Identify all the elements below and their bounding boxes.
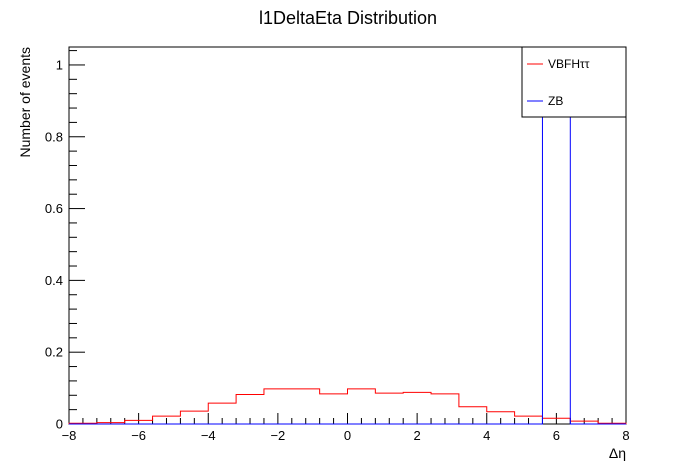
y-tick-label: 1 <box>56 57 63 72</box>
y-tick-label: 0 <box>56 417 63 432</box>
legend: VBFHττ ZB <box>521 46 627 118</box>
legend-label: ZB <box>548 94 563 108</box>
y-tick-label: 0.2 <box>45 345 63 360</box>
x-tick-label: −4 <box>201 428 216 443</box>
x-tick-labels: −8 −6 −4 −2 0 2 4 6 8 <box>62 428 630 443</box>
histogram-series <box>68 64 627 425</box>
legend-box <box>521 46 627 118</box>
y-tick-label: 0.6 <box>45 201 63 216</box>
y-tick-label: 0.4 <box>45 273 63 288</box>
y-axis-label: Number of events <box>17 47 33 158</box>
legend-label: VBFHττ <box>548 57 590 71</box>
series-line-1 <box>69 64 626 425</box>
chart-title: l1DeltaEta Distribution <box>259 8 437 28</box>
x-tick-label: 6 <box>553 428 560 443</box>
x-tick-label: −2 <box>270 428 285 443</box>
y-tick-labels: 0 0.2 0.4 0.6 0.8 1 <box>45 57 63 431</box>
x-tick-label: 4 <box>483 428 490 443</box>
x-axis-label: Δη <box>609 445 626 461</box>
y-tick-label: 0.8 <box>45 129 63 144</box>
x-tick-label: −6 <box>131 428 146 443</box>
x-tick-label: 8 <box>622 428 629 443</box>
x-tick-label: −8 <box>62 428 77 443</box>
x-tick-label: 0 <box>344 428 351 443</box>
x-tick-label: 2 <box>414 428 421 443</box>
